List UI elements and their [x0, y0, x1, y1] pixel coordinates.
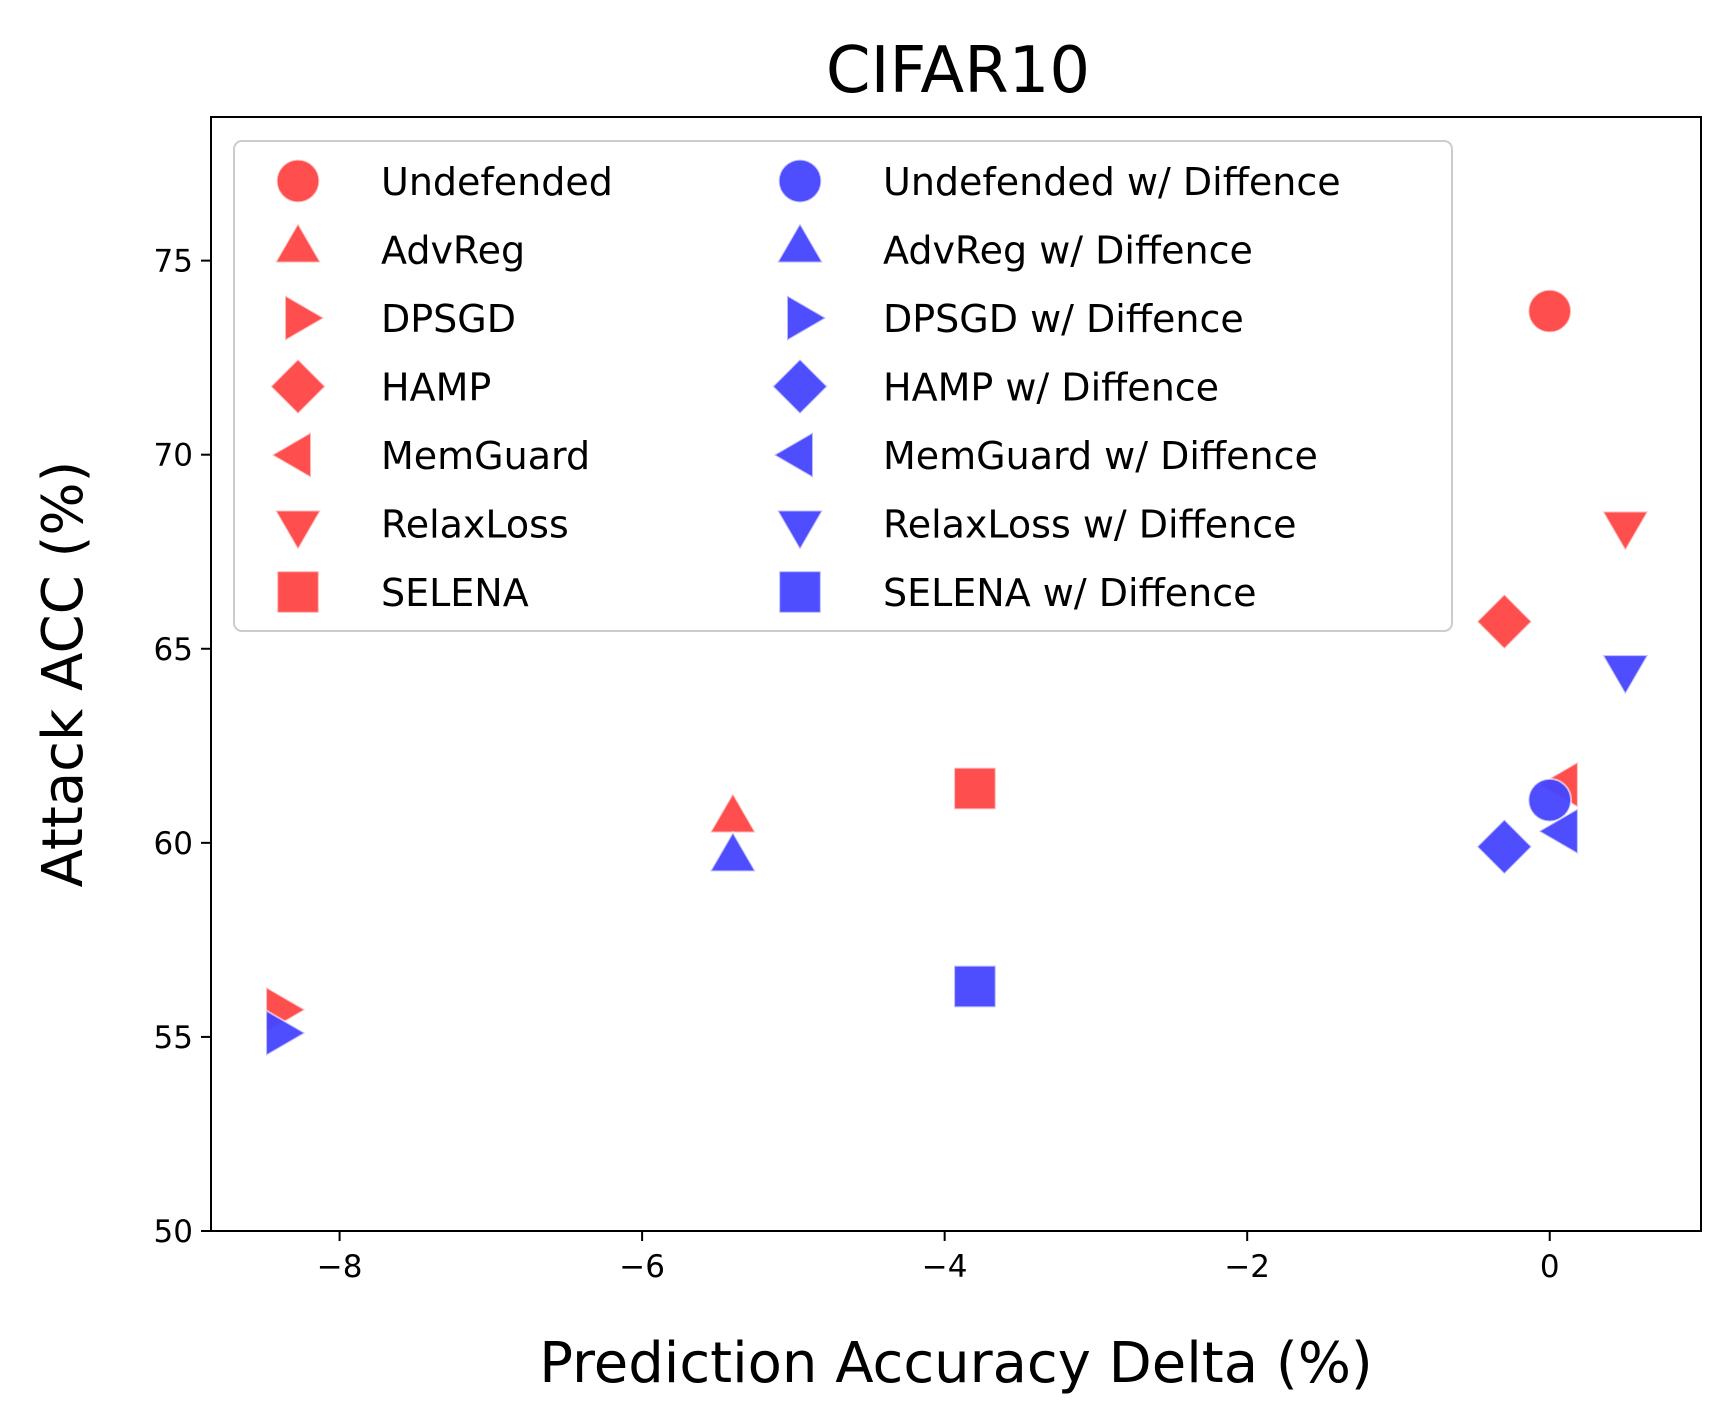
legend-label-memguard-w-diffence: MemGuard w/ Diffence [883, 434, 1318, 478]
point-relaxloss-w-diffence [1601, 654, 1650, 697]
legend-label-relaxloss-w-diffence: RelaxLoss w/ Diffence [883, 503, 1297, 547]
legend-label-hamp: HAMP [381, 366, 491, 410]
legend-label-undefended: Undefended [381, 160, 613, 204]
y-tick-label: 60 [154, 826, 193, 862]
data-points [265, 288, 1650, 1058]
x-tick-label: −2 [1224, 1249, 1270, 1285]
y-tick-label: 75 [154, 244, 193, 280]
legend-marker-hamp-w-diffence [771, 357, 829, 416]
legend-marker-hamp [269, 357, 327, 416]
legend-label-dpsgd-w-diffence: DPSGD w/ Diffence [883, 297, 1244, 341]
x-tick-label: −6 [619, 1249, 665, 1285]
legend: Undefended AdvReg DPSGD HAMP MemGuard RelaxLo… [233, 140, 1453, 632]
legend-label-dpsgd: DPSGD [381, 297, 516, 341]
legend-label-selena: SELENA [381, 571, 529, 615]
legend-marker-dpsgd [284, 293, 326, 343]
legend-marker-selena [276, 570, 320, 614]
point-relaxloss [1601, 510, 1650, 553]
point-dpsgd-w-diffence [265, 1008, 308, 1058]
y-tick-label: 50 [154, 1214, 193, 1250]
legend-marker-memguard-w-diffence [772, 430, 814, 480]
legend-marker-advreg-w-diffence [775, 221, 825, 264]
axis-ticks: −8 −6 −4 −2 0 50 55 60 65 70 75 [154, 244, 1560, 1285]
legend-marker-memguard [270, 430, 312, 480]
legend-label-advreg-w-diffence: AdvReg w/ Diffence [883, 229, 1253, 273]
legend-marker-undefended-w-diffence [777, 158, 823, 204]
legend-label-undefended-w-diffence: Undefended w/ Diffence [883, 160, 1341, 204]
legend-label-selena-w-diffence: SELENA w/ Diffence [883, 571, 1257, 615]
legend-label-memguard: MemGuard [381, 434, 590, 478]
point-advreg-w-diffence [708, 830, 758, 873]
point-undefended-w-diffence [1527, 777, 1573, 823]
legend-marker-relaxloss [273, 509, 323, 552]
point-selena-w-diffence [953, 964, 997, 1009]
x-axis-label: Prediction Accuracy Delta (%) [539, 1331, 1373, 1396]
legend-frame [233, 140, 1453, 632]
legend-marker-selena-w-diffence [778, 570, 822, 614]
legend-marker-dpsgd-w-diffence [786, 293, 828, 343]
point-memguard-w-diffence [1536, 806, 1579, 856]
chart-title: CIFAR10 [826, 34, 1090, 108]
y-axis-label: Attack ACC (%) [31, 461, 96, 888]
point-selena [953, 766, 997, 811]
x-tick-label: 0 [1540, 1249, 1560, 1285]
y-tick-label: 55 [154, 1020, 193, 1056]
x-tick-label: −4 [922, 1249, 968, 1285]
y-tick-label: 70 [154, 438, 193, 474]
legend-marker-relaxloss-w-diffence [775, 509, 825, 552]
legend-label-relaxloss: RelaxLoss [381, 503, 569, 547]
legend-label-advreg: AdvReg [381, 229, 525, 273]
y-tick-label: 65 [154, 632, 193, 668]
point-hamp-w-diffence [1475, 818, 1534, 876]
legend-marker-undefended [275, 158, 321, 204]
point-hamp [1475, 592, 1534, 651]
legend-marker-advreg [273, 221, 323, 264]
point-undefended [1527, 288, 1573, 334]
x-tick-label: −8 [317, 1249, 363, 1285]
legend-label-hamp-w-diffence: HAMP w/ Diffence [883, 366, 1219, 410]
